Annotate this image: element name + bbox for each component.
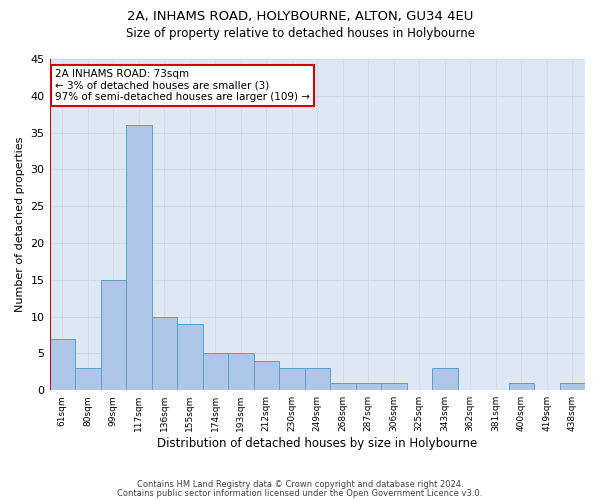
Bar — [279, 368, 305, 390]
Bar — [305, 368, 330, 390]
Text: 2A, INHAMS ROAD, HOLYBOURNE, ALTON, GU34 4EU: 2A, INHAMS ROAD, HOLYBOURNE, ALTON, GU34… — [127, 10, 473, 23]
Bar — [101, 280, 126, 390]
Bar — [177, 324, 203, 390]
Bar — [50, 338, 75, 390]
Bar — [254, 361, 279, 390]
Bar — [356, 383, 381, 390]
Bar — [75, 368, 101, 390]
Text: Contains public sector information licensed under the Open Government Licence v3: Contains public sector information licen… — [118, 489, 482, 498]
Text: 2A INHAMS ROAD: 73sqm
← 3% of detached houses are smaller (3)
97% of semi-detach: 2A INHAMS ROAD: 73sqm ← 3% of detached h… — [55, 69, 310, 102]
Bar — [126, 125, 152, 390]
Bar — [203, 354, 228, 390]
Text: Contains HM Land Registry data © Crown copyright and database right 2024.: Contains HM Land Registry data © Crown c… — [137, 480, 463, 489]
Bar — [330, 383, 356, 390]
Text: Size of property relative to detached houses in Holybourne: Size of property relative to detached ho… — [125, 28, 475, 40]
X-axis label: Distribution of detached houses by size in Holybourne: Distribution of detached houses by size … — [157, 437, 478, 450]
Bar — [152, 316, 177, 390]
Y-axis label: Number of detached properties: Number of detached properties — [15, 137, 25, 312]
Bar — [381, 383, 407, 390]
Bar — [560, 383, 585, 390]
Bar — [509, 383, 534, 390]
Bar — [432, 368, 458, 390]
Bar — [228, 354, 254, 390]
